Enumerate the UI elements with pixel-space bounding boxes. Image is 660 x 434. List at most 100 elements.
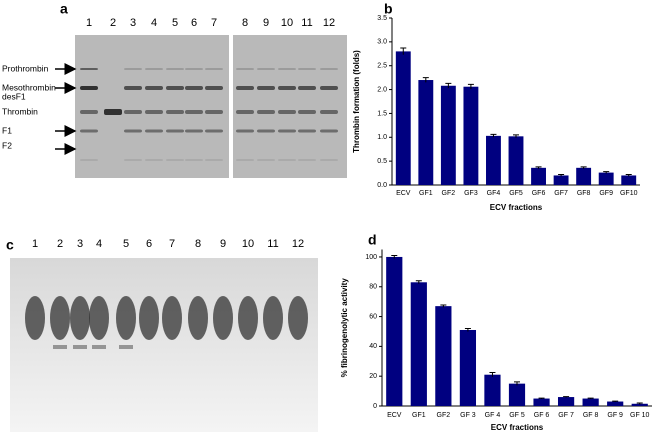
gel-band (185, 129, 203, 133)
y-tick-label: 20 (369, 373, 377, 380)
lane-label: 11 (301, 17, 312, 29)
lane-label: 2 (110, 17, 116, 29)
gel-band (257, 129, 275, 133)
bar (576, 167, 592, 185)
gel-band (73, 345, 87, 349)
error-bar (612, 400, 619, 402)
error-bar (440, 304, 447, 308)
y-tick-label: 100 (365, 254, 377, 261)
gel-band (236, 68, 254, 70)
x-tick-label: GF 6 (534, 412, 550, 419)
band-label: desF1 (2, 91, 26, 101)
error-bar (415, 280, 422, 284)
error-bar (422, 77, 429, 83)
bar (598, 172, 614, 185)
x-axis-label: ECV fractions (491, 423, 544, 432)
gel-band (320, 86, 338, 90)
lane-label: 11 (267, 238, 278, 250)
gel-band (185, 110, 203, 114)
bar (395, 51, 411, 186)
lane-label: 3 (77, 238, 83, 250)
bar (463, 86, 479, 185)
y-tick-label: 40 (369, 343, 377, 350)
gel-band (145, 86, 163, 90)
y-tick-label: 1.0 (377, 134, 387, 141)
gel-smear (188, 296, 208, 340)
gel-smear (139, 296, 159, 340)
gel-band (278, 129, 296, 133)
gel-band (53, 345, 67, 349)
gel-band (257, 68, 275, 70)
bar (459, 329, 477, 406)
panel-label: c (6, 237, 14, 253)
bar (386, 256, 403, 406)
bar (410, 282, 427, 406)
bar (440, 85, 456, 185)
error-bar (580, 166, 587, 169)
gel-band (205, 68, 223, 70)
gel-band (145, 129, 163, 133)
gel-band (104, 109, 122, 115)
panel-label: a (60, 1, 68, 17)
gel-band (205, 110, 223, 114)
bar (533, 398, 550, 406)
gel-smear (238, 296, 258, 340)
gel-band (298, 68, 316, 70)
error-bar (625, 174, 632, 177)
x-tick-label: GF3 (464, 190, 478, 197)
arrows (55, 63, 77, 155)
lane-label: 10 (242, 238, 254, 250)
gel-smear (89, 296, 109, 340)
gel-band (80, 68, 98, 70)
bar (418, 80, 434, 185)
x-tick-label: GF 5 (509, 412, 525, 419)
y-tick-label: 0.5 (377, 158, 387, 165)
band-label: Prothrombin (2, 63, 49, 73)
y-tick-label: 0 (373, 403, 377, 410)
y-tick-label: 60 (369, 313, 377, 320)
gel-c (10, 258, 318, 432)
y-tick-label: 2.0 (377, 86, 387, 93)
lane-label: 4 (151, 17, 157, 29)
error-bar (445, 82, 452, 89)
y-tick-label: 3.0 (377, 39, 387, 46)
gel-band (166, 110, 184, 114)
lane-label: 6 (191, 17, 197, 29)
gel-band (166, 68, 184, 70)
gel-band (278, 159, 296, 161)
gel-smear (288, 296, 308, 340)
gel-band (124, 110, 142, 114)
panel-label: d (368, 232, 377, 248)
lane-label: 7 (169, 238, 175, 250)
bar (557, 397, 575, 406)
gel-band (298, 129, 316, 133)
lane-label: 10 (281, 17, 293, 29)
y-axis-label: Thrombin formation (folds) (352, 50, 361, 153)
y-tick-label: 80 (369, 284, 377, 291)
lane-label: 8 (242, 17, 248, 29)
gel-band (278, 86, 296, 90)
gel-band (80, 86, 98, 90)
gel-band (166, 159, 184, 161)
gel-a (75, 35, 347, 178)
lane-label: 1 (32, 238, 38, 250)
gel-band (298, 110, 316, 114)
bar (486, 135, 501, 185)
gel-band (298, 159, 316, 161)
bar (553, 175, 569, 185)
band-label: F1 (2, 125, 12, 135)
gel-band (124, 159, 142, 161)
gel-band (257, 159, 275, 161)
gel-band (166, 129, 184, 133)
lane-label: 9 (263, 17, 269, 29)
gel (75, 35, 347, 178)
x-tick-label: GF 7 (558, 412, 574, 419)
gel-smear (50, 296, 70, 340)
lane-label: 5 (172, 17, 178, 29)
gel-band (257, 110, 275, 114)
lane-label: 8 (195, 238, 201, 250)
y-tick-label: 3.5 (377, 15, 387, 22)
gel-band (166, 86, 184, 90)
error-bar (391, 254, 398, 259)
